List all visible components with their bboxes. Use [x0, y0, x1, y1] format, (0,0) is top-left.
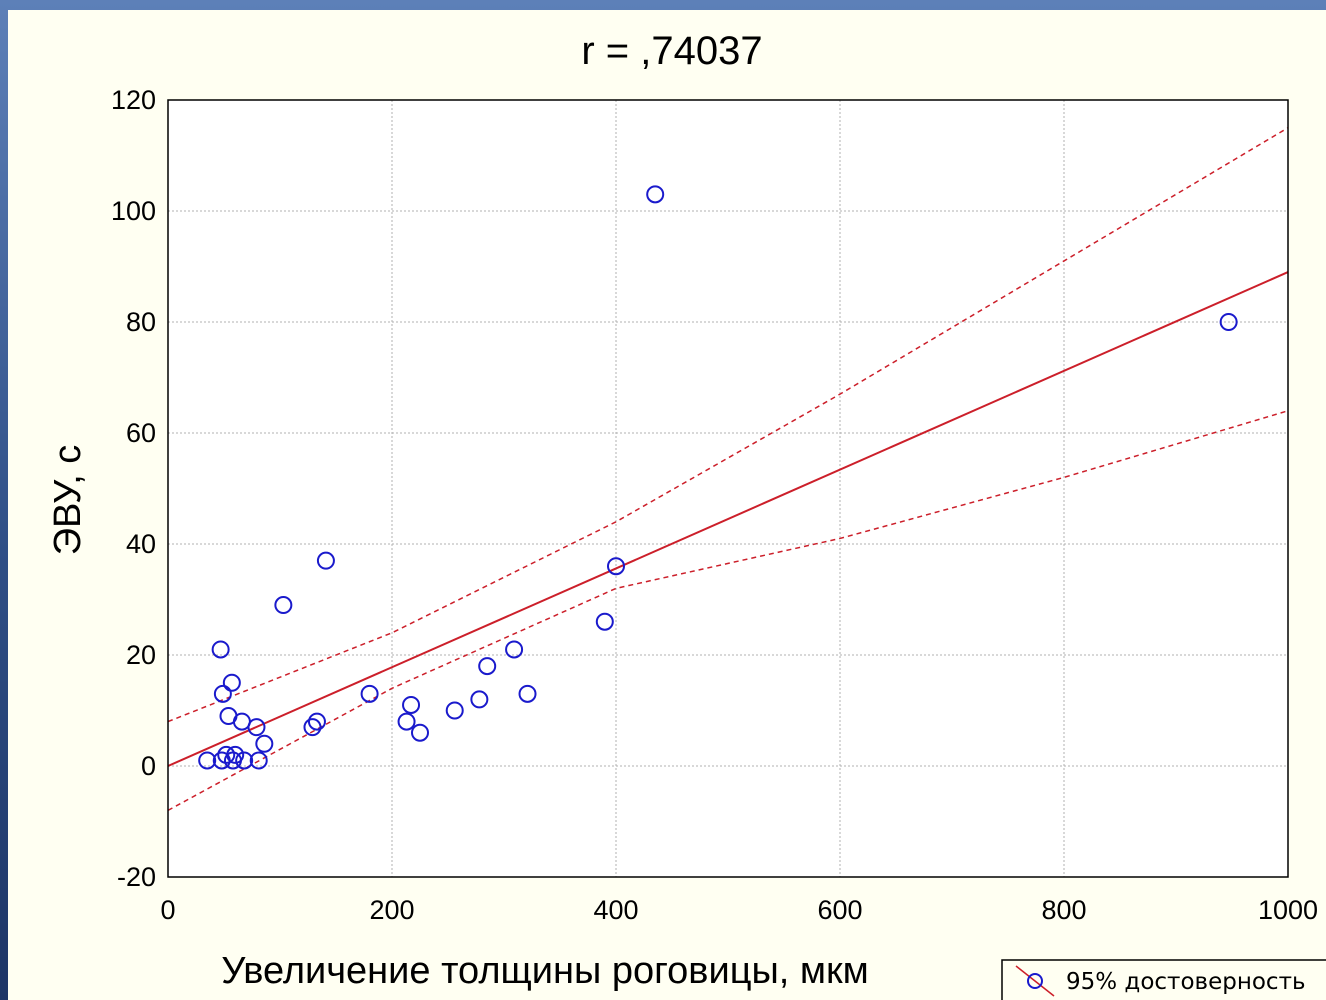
data-point	[607, 557, 625, 576]
x-tick-labels: 0 200 400 600 800 1000	[160, 895, 1318, 925]
data-point	[518, 684, 537, 703]
legend-line-icon	[1015, 965, 1055, 997]
regression-line-path	[167, 271, 1289, 767]
data-point	[303, 718, 322, 737]
data-point	[235, 751, 254, 770]
y-tick-label: 0	[141, 751, 156, 781]
plot-area	[168, 100, 1288, 877]
data-point	[247, 718, 266, 737]
chart-title: r = ,74037	[581, 29, 762, 73]
data-point	[226, 745, 245, 764]
y-tick-label: 80	[126, 307, 156, 337]
data-point	[274, 596, 293, 615]
data-point	[411, 723, 429, 742]
y-tick-label: 120	[111, 85, 156, 115]
y-tick-label: 20	[126, 640, 156, 670]
data-point	[307, 712, 326, 731]
data-point	[397, 712, 416, 731]
data-point	[402, 695, 421, 714]
legend: 95% достоверность	[1001, 959, 1326, 1000]
data-point	[470, 690, 489, 709]
data-point	[478, 657, 497, 676]
data-point	[211, 640, 230, 659]
legend-marker-icon	[1027, 973, 1043, 989]
data-point	[198, 751, 217, 770]
data-point	[505, 640, 524, 659]
legend-label: 95% достоверность	[1066, 969, 1306, 995]
confidence-bands	[167, 127, 1289, 812]
x-tick-label: 200	[369, 895, 414, 925]
data-point	[360, 684, 379, 703]
y-tick-label: -20	[117, 862, 156, 892]
y-tick-label: 100	[111, 196, 156, 226]
data-point	[1219, 313, 1238, 331]
y-axis-label: ЭВУ, с	[47, 445, 89, 556]
data-point	[255, 734, 274, 753]
confidence-upper-line	[167, 127, 1289, 723]
data-point	[595, 612, 614, 631]
y-tick-label: 60	[126, 418, 156, 448]
x-axis-label: Увеличение толщины роговицы, мкм	[221, 950, 869, 992]
plot-border	[167, 99, 1289, 878]
chart-frame: 0 200 400 600 800 1000 -20 0 20 40 60 80 100 120 r =…	[8, 10, 1326, 1000]
data-point	[445, 701, 464, 720]
y-tick-labels: -20 0 20 40 60 80 100 120	[111, 85, 156, 892]
data-point	[213, 684, 232, 703]
data-point	[646, 185, 665, 204]
data-point	[316, 551, 335, 570]
x-tick-label: 600	[817, 895, 862, 925]
x-tick-label: 1000	[1258, 895, 1318, 925]
data-points	[198, 185, 1238, 770]
y-tick-label: 40	[126, 529, 156, 559]
regression-line	[167, 271, 1289, 767]
data-point	[222, 673, 241, 692]
x-tick-label: 800	[1041, 895, 1086, 925]
x-tick-label: 400	[593, 895, 638, 925]
data-point	[249, 751, 268, 770]
confidence-lower-line	[167, 410, 1289, 812]
x-tick-label: 0	[160, 895, 175, 925]
legend-box	[1001, 959, 1326, 1000]
